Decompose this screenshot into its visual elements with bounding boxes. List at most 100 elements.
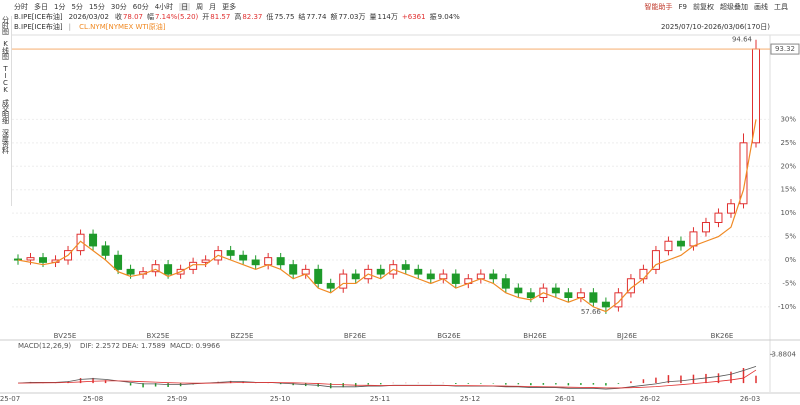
tool[interactable]: 前复权 [693,3,714,11]
macd-label: DIF: 2.2572 [80,342,120,350]
last-price: 93.32 [775,45,795,53]
quote-bar: B.IPE[ICE布油] 2026/03/02 收78.07 幅7.14%(5.20)… [14,12,464,22]
candle-body [151,264,160,273]
x-label: 25-07 [0,395,20,403]
tab[interactable]: 分时 [14,3,28,11]
candle-body [651,250,660,270]
candle-body [726,203,735,214]
tab[interactable]: 15分 [88,3,105,11]
candle-body [426,273,435,280]
contract-label: BJ26E [617,332,637,340]
high-label: 94.64 [732,36,753,44]
field-label: 结 [298,13,306,21]
low-label: 57.66 [581,308,602,316]
candle-body [89,233,98,247]
tool[interactable]: 画线 [754,3,768,11]
side-tab[interactable]: TICK [1,65,10,93]
toolbar-right: 智能助手 F9 前复权 超级叠加 画线 工具 [645,2,794,12]
overlay-line [17,119,757,313]
candle-body [451,273,460,284]
side-tab[interactable]: K线图 [1,40,10,59]
candle-body [201,259,210,263]
field-label: 收 [114,13,122,21]
tab[interactable]: 多日 [34,3,48,11]
y-tick-label: 30% [780,115,796,123]
tab[interactable]: 月 [209,3,217,11]
field-label: 幅 [146,13,154,21]
field-value: +6361 [401,13,426,21]
candle-body [76,233,85,252]
field: 高82.37 [234,13,262,21]
candle-body [264,257,273,266]
tool[interactable]: 智能助手 [644,3,673,11]
x-label: 26-03 [740,395,760,403]
tool[interactable]: F9 [678,3,687,11]
range: 2025/07/10-2026/03/06(170日) [660,23,770,31]
candle-body [589,292,598,303]
candle-body [301,268,310,275]
field-label: 低 [266,13,274,21]
tab[interactable]: 30分 [110,3,127,11]
candle-body [714,212,723,223]
field-value: 114万 [377,13,398,21]
candle-body [514,287,523,294]
candle-body [251,259,260,266]
candle-body [439,273,448,280]
toolbar: 分时 多日 1分 5分 15分 30分 60分 4小时日周月更多 [14,2,242,12]
y-tick-label: 5% [785,233,796,241]
x-label: 25-09 [167,395,187,403]
field-value: 7.14%(5.20) [154,13,199,21]
candle-body [126,268,135,275]
candle-body [26,257,35,261]
x-label: 25-08 [83,395,103,403]
x-label: 25-12 [460,395,480,403]
side-tab[interactable]: 深度资料 [1,129,10,153]
tab[interactable]: 日 [179,3,191,11]
x-label: 25-10 [270,395,290,403]
candle-body [164,264,173,275]
candle-body [689,231,698,247]
tool[interactable]: 超级叠加 [720,3,748,11]
legend: B.IPE[ICE布油] | CL.NYM[NYMEX WTI原油] [14,23,166,31]
tool[interactable]: 工具 [774,3,788,11]
contract-label: BK26E [711,332,734,340]
candle-body [39,257,48,263]
side-tab[interactable]: 分时图 [1,16,10,34]
field-label: 量 [369,13,377,21]
field: +6361 [402,13,426,21]
tab[interactable]: 更多 [222,3,237,11]
side-tab[interactable]: 成交明细 [1,99,10,123]
legend-overlay: CL.NYM[NYMEX WTI原油] [79,23,166,31]
candle-body [114,254,123,270]
field: 幅7.14%(5.20) [147,13,198,21]
candle-body [639,268,648,280]
tab[interactable]: 60分 [132,3,149,11]
tab[interactable]: 5分 [71,3,83,11]
candle-body [489,273,498,280]
contract-label: BX25E [147,332,170,340]
candle-body [526,292,535,298]
field: 结77.74 [298,13,326,21]
macd-tick-label: 3.8804 [772,350,797,358]
contract-label: BZ25E [231,332,254,340]
candle-body [551,287,560,294]
contract-label: BV25E [54,332,77,340]
candle-body [314,268,323,284]
field: 量114万 [370,13,398,21]
candle-body [226,250,235,256]
tab[interactable]: 4小时 [154,3,174,11]
dea-line [17,369,757,389]
candle-body [351,273,360,280]
last-price-box [770,43,800,55]
x-label: 26-01 [555,395,575,403]
sidebar: 分时图 K线图 TICK 成交明细深度资料 [0,16,12,206]
y-tick-label: 25% [780,139,796,147]
field: 收78.07 [115,13,143,21]
candle-body [476,273,485,280]
candle-body [752,48,760,144]
contract-label: BF26E [344,332,366,340]
tab[interactable]: 1分 [54,3,66,11]
candle-body [664,240,673,252]
date: 2026/03/02 [68,13,109,21]
tab[interactable]: 周 [196,3,204,11]
